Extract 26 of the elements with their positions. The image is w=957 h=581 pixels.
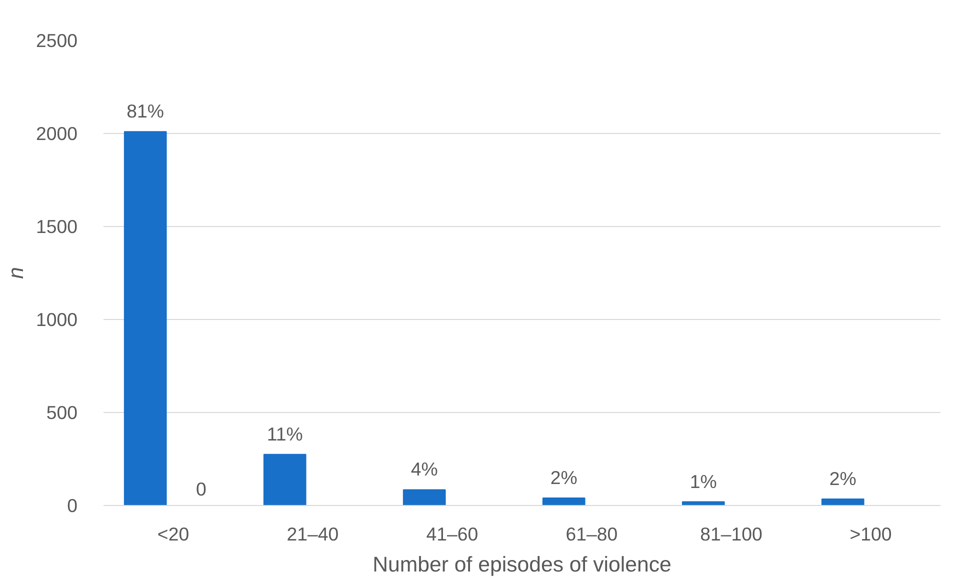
y-tick-label: 2000 — [36, 123, 78, 144]
x-axis-title: Number of episodes of violence — [372, 552, 672, 576]
bar — [542, 498, 586, 506]
bar — [821, 498, 864, 506]
annotation: 2% — [829, 468, 856, 489]
y-tick-label: 500 — [46, 402, 78, 423]
annotation: 81% — [126, 100, 164, 122]
x-tick-label: 61–80 — [566, 524, 618, 544]
bar — [263, 454, 306, 506]
data-label: 0 — [196, 478, 206, 500]
y-tick-label: 1500 — [36, 216, 78, 237]
annotation: 11% — [266, 423, 303, 444]
annotation: 4% — [410, 458, 438, 480]
y-tick-label: 0 — [67, 495, 78, 516]
x-tick-label: 81–100 — [700, 524, 762, 544]
y-tick-label: 2500 — [36, 30, 78, 51]
bar — [124, 131, 167, 506]
annotation: 2% — [550, 467, 578, 488]
annotation: 1% — [690, 470, 717, 492]
bar — [402, 489, 446, 506]
x-tick-label: <20 — [157, 524, 190, 544]
x-tick-label: 41–60 — [426, 524, 478, 544]
y-tick-label: 1000 — [36, 309, 78, 330]
x-tick-label: >100 — [850, 524, 892, 544]
y-axis-title: n — [4, 267, 28, 279]
x-tick-label: 21–40 — [286, 524, 339, 544]
